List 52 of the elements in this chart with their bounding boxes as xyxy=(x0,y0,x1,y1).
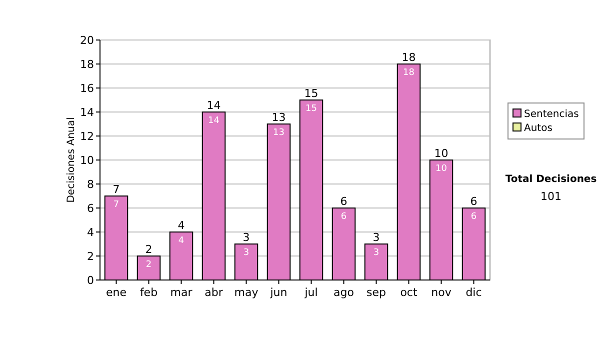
x-tick-label: may xyxy=(234,286,259,299)
total-label: 2 xyxy=(145,243,152,256)
x-tick-label: dic xyxy=(466,286,482,299)
x-tick-label: ene xyxy=(106,286,127,299)
data-label: 3 xyxy=(243,248,250,258)
y-tick-label: 18 xyxy=(80,58,94,71)
total-label: 4 xyxy=(178,219,185,232)
y-tick-label: 16 xyxy=(80,82,94,95)
legend-label: Autos xyxy=(524,123,552,134)
data-label: 6 xyxy=(340,212,347,222)
y-tick-label: 0 xyxy=(87,274,94,287)
total-label: 14 xyxy=(206,99,221,112)
x-tick-label: feb xyxy=(140,286,158,299)
data-label: 7 xyxy=(113,200,120,210)
x-tick-label: jul xyxy=(304,286,318,299)
x-tick-label: abr xyxy=(204,286,224,299)
x-tick-label: jun xyxy=(269,286,288,299)
data-label: 13 xyxy=(273,128,284,138)
total-label: 18 xyxy=(402,51,416,64)
total-label: 13 xyxy=(272,111,286,124)
data-label: 4 xyxy=(178,236,184,246)
x-tick-label: mar xyxy=(170,286,193,299)
data-label: 6 xyxy=(470,212,477,222)
x-tick-label: ago xyxy=(334,286,354,299)
x-tick-label: oct xyxy=(400,286,418,299)
y-tick-label: 20 xyxy=(80,34,94,47)
total-label: 7 xyxy=(112,183,120,196)
total-label: 15 xyxy=(304,87,318,100)
legend-label: Sentencias xyxy=(524,109,579,120)
x-tick-label: sep xyxy=(366,286,386,299)
y-tick-label: 10 xyxy=(80,154,94,167)
text: 101 xyxy=(540,190,562,203)
total-label: 6 xyxy=(340,195,348,208)
y-tick-label: 8 xyxy=(87,178,94,191)
data-label: 15 xyxy=(306,104,317,114)
y-tick-label: 14 xyxy=(80,106,94,119)
y-tick-label: 4 xyxy=(87,226,94,239)
text: Total Decisiones xyxy=(505,174,597,185)
total-label: 6 xyxy=(470,195,478,208)
y-tick-label: 2 xyxy=(87,250,94,263)
y-tick-label: 6 xyxy=(87,202,94,215)
data-label: 3 xyxy=(373,248,380,258)
total-label: 10 xyxy=(434,147,448,160)
data-label: 2 xyxy=(146,260,152,270)
data-label: 18 xyxy=(403,68,415,78)
total-label: 3 xyxy=(372,231,380,244)
data-label: 14 xyxy=(208,116,220,126)
data-label: 10 xyxy=(436,164,448,174)
y-tick-label: 12 xyxy=(80,130,94,143)
x-tick-label: nov xyxy=(431,286,452,299)
y-axis-title: Decisiones Anual xyxy=(66,117,77,203)
total-label: 3 xyxy=(242,231,250,244)
